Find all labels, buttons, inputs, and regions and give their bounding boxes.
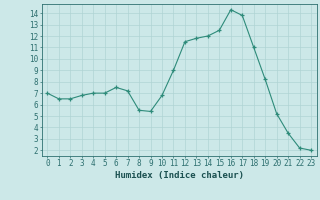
X-axis label: Humidex (Indice chaleur): Humidex (Indice chaleur): [115, 171, 244, 180]
